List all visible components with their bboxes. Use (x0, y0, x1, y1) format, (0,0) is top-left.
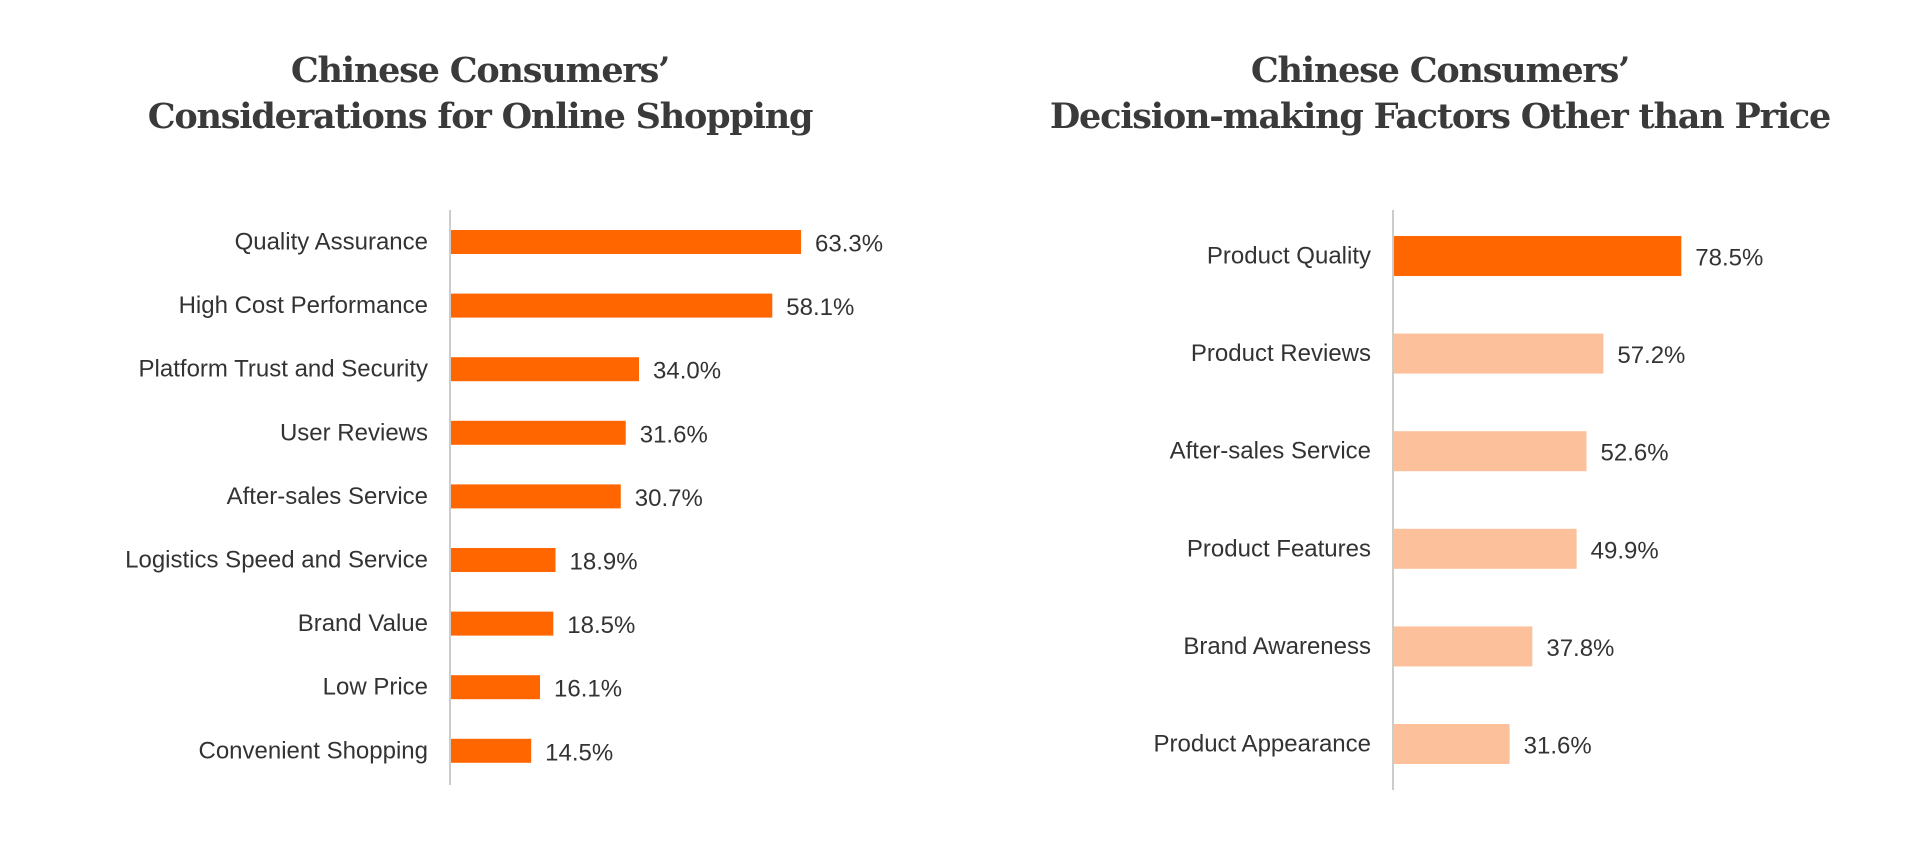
value-label: 14.5% (545, 739, 613, 766)
category-label: After-sales Service (227, 483, 428, 510)
category-label: Product Appearance (1154, 731, 1372, 758)
value-label: 52.6% (1601, 440, 1669, 467)
category-label: Convenient Shopping (198, 737, 428, 764)
value-label: 57.2% (1617, 342, 1685, 369)
bar (1394, 528, 1577, 569)
bar (451, 611, 554, 636)
category-label: User Reviews (280, 419, 428, 446)
chart-title-line-1: Chinese Consumers’ (290, 50, 671, 91)
category-label: After-sales Service (1170, 438, 1371, 465)
bar (451, 675, 541, 700)
category-label: Product Quality (1207, 243, 1371, 270)
category-label: Brand Awareness (1183, 633, 1371, 660)
bar (451, 420, 626, 445)
value-label: 49.9% (1591, 537, 1659, 564)
chart-title: Chinese Consumers’ Considerations for On… (0, 48, 960, 140)
bar (451, 357, 640, 382)
value-label: 31.6% (640, 421, 708, 448)
category-label: Quality Assurance (235, 229, 428, 256)
chart-panel-online-shopping-considerations: Chinese Consumers’ Considerations for On… (0, 48, 960, 785)
chart-title: Chinese Consumers’ Decision-making Facto… (960, 48, 1920, 140)
category-label: Product Reviews (1191, 340, 1371, 367)
bar-chart-online-shopping-considerations: Quality Assurance 63.3% High Cost Performa… (125, 210, 883, 785)
value-label: 18.9% (570, 549, 638, 576)
category-label: High Cost Performance (179, 292, 428, 319)
chart-title-line-2: Considerations for Online Shopping (147, 96, 814, 137)
value-label: 34.0% (653, 358, 721, 385)
value-label: 31.6% (1524, 733, 1592, 760)
value-label: 78.5% (1695, 245, 1763, 272)
bar (451, 484, 621, 509)
value-label: 16.1% (554, 676, 622, 703)
bar (1394, 626, 1533, 667)
bar (1394, 431, 1587, 472)
value-label: 63.3% (815, 231, 883, 258)
bar (451, 738, 532, 763)
bar (1394, 724, 1510, 764)
value-label: 58.1% (786, 294, 854, 321)
chart-title-line-1: Chinese Consumers’ (1250, 50, 1631, 91)
bar (451, 230, 802, 254)
chart-title-line-2: Decision-making Factors Other than Price (1049, 96, 1831, 137)
bar (451, 548, 556, 572)
bar (451, 293, 773, 318)
category-label: Low Price (323, 674, 428, 701)
value-label: 18.5% (567, 612, 635, 639)
category-label: Logistics Speed and Service (125, 547, 428, 574)
category-label: Product Features (1187, 535, 1371, 562)
category-label: Brand Value (298, 610, 428, 637)
bar (1394, 236, 1682, 276)
value-label: 37.8% (1546, 635, 1614, 662)
bar-chart-decision-factors: Product Quality 78.5% Product Reviews 57.2%… (1154, 210, 1763, 790)
bar (1394, 333, 1604, 374)
chart-panel-decision-factors: Chinese Consumers’ Decision-making Facto… (960, 0, 1920, 850)
value-label: 30.7% (635, 485, 703, 512)
category-label: Platform Trust and Security (139, 356, 428, 383)
